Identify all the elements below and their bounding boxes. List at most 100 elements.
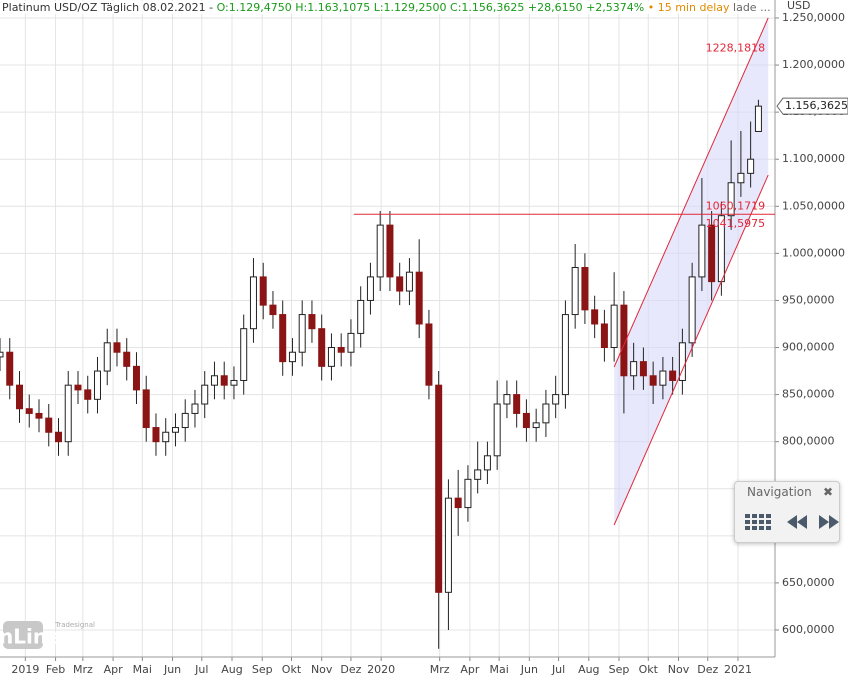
x-tick-label: Dez	[697, 663, 718, 676]
candle-body	[45, 417, 53, 433]
candle-body	[659, 370, 667, 386]
candle-body	[327, 347, 335, 367]
x-tick-label: Sep	[609, 663, 630, 676]
candle-body	[503, 394, 511, 405]
candle-body	[474, 469, 482, 480]
y-tick-label: 950,0000	[782, 293, 835, 306]
x-tick-label: Jun	[163, 663, 181, 676]
candle-body	[561, 314, 569, 396]
logo-brand: Tradesignal	[54, 621, 95, 629]
grid-button[interactable]	[745, 514, 771, 530]
candle-body	[513, 394, 521, 414]
candle-body	[279, 314, 287, 363]
candle-body	[483, 455, 491, 471]
candle-body	[610, 304, 618, 349]
candle-body	[747, 158, 755, 174]
annotation-label: 1228,1818	[706, 42, 766, 55]
candle-body	[727, 182, 735, 217]
y-tick-label: 600,0000	[782, 623, 835, 636]
candle-body	[620, 304, 628, 377]
x-tick-label: Mai	[133, 663, 152, 676]
candle-body	[542, 403, 550, 424]
y-tick-label: 650,0000	[782, 576, 835, 589]
candle-body	[259, 276, 267, 306]
candle-body	[552, 394, 560, 405]
candle-body	[0, 351, 4, 358]
candle-body	[464, 478, 472, 509]
candle-body	[669, 370, 677, 381]
quote: O:1.129,4750 H:1.163,1075 L:1.129,2500 C…	[216, 1, 645, 14]
x-tick-label: Mrz	[430, 663, 450, 676]
candle-body	[308, 314, 316, 330]
channel-line	[613, 17, 769, 368]
forward-button[interactable]	[819, 515, 839, 529]
y-tick-label: 1.250,0000	[782, 11, 845, 24]
candle-body	[162, 431, 170, 443]
candle-body	[191, 403, 199, 414]
candle-body	[74, 384, 82, 391]
candle-body	[357, 299, 365, 334]
navigation-panel: Navigation ✖	[734, 481, 840, 543]
candle-body	[493, 403, 501, 457]
candle-body	[444, 497, 452, 593]
candle-body	[132, 365, 140, 391]
candle-body	[54, 431, 62, 443]
y-tick-label: 1.000,0000	[782, 246, 845, 259]
candle-body	[142, 389, 150, 429]
x-tick-label: 2021	[724, 663, 752, 676]
x-tick-label: 2019	[11, 663, 39, 676]
candle-body	[220, 375, 228, 386]
candle-body	[737, 172, 745, 184]
candle-body	[230, 379, 238, 386]
close-button[interactable]: ✖	[822, 485, 833, 499]
candle-body	[405, 271, 413, 292]
x-tick-label: Aug	[221, 663, 242, 676]
candle-body	[84, 389, 92, 400]
y-axis-label: USD	[787, 0, 811, 12]
y-tick-label: 900,0000	[782, 341, 835, 354]
candle-body	[64, 384, 72, 443]
candle-body	[754, 105, 762, 132]
candle-body	[93, 370, 101, 400]
x-tick-label: Sep	[252, 663, 273, 676]
x-tick-label: Aug	[578, 663, 599, 676]
x-tick-label: Jun	[520, 663, 538, 676]
candle-body	[123, 351, 131, 367]
candle-body	[152, 427, 160, 443]
candle-body	[581, 266, 589, 311]
candle-body	[376, 224, 384, 278]
price-tag	[776, 97, 848, 115]
candle-body	[35, 412, 43, 419]
candle-body	[708, 224, 716, 283]
x-tick-label: Mrz	[73, 663, 93, 676]
x-tick-label: Apr	[460, 663, 480, 676]
candle-body	[298, 314, 306, 353]
candle-body	[201, 384, 209, 405]
title: Platinum USD/OZ Täglich 08.02.2021 -	[2, 1, 214, 14]
candle-body	[591, 309, 599, 325]
candle-body	[649, 375, 657, 386]
x-tick-label: Nov	[311, 663, 333, 676]
candle-body	[113, 342, 121, 353]
price-tag-label: 1.156,3625	[785, 99, 848, 112]
candle-body	[435, 384, 443, 593]
candle-body	[639, 361, 647, 377]
candle-body	[396, 276, 404, 292]
y-tick-label: 1.100,0000	[782, 152, 845, 165]
channel-area	[614, 17, 769, 525]
candle-body	[630, 361, 638, 377]
candle-body	[210, 375, 218, 386]
x-tick-label: Okt	[282, 663, 302, 676]
y-tick-label: 1.200,0000	[782, 58, 845, 71]
header: Platinum USD/OZ Täglich 08.02.2021 - O:1…	[2, 1, 771, 14]
candle-body	[366, 276, 374, 301]
candle-body	[103, 342, 111, 372]
back-button[interactable]	[787, 515, 807, 529]
candle-body	[249, 276, 257, 330]
candle-body	[6, 351, 14, 386]
candle-body	[698, 224, 706, 278]
y-tick-label: 800,0000	[782, 435, 835, 448]
x-tick-label: 2020	[367, 663, 395, 676]
candle-body	[688, 276, 696, 344]
